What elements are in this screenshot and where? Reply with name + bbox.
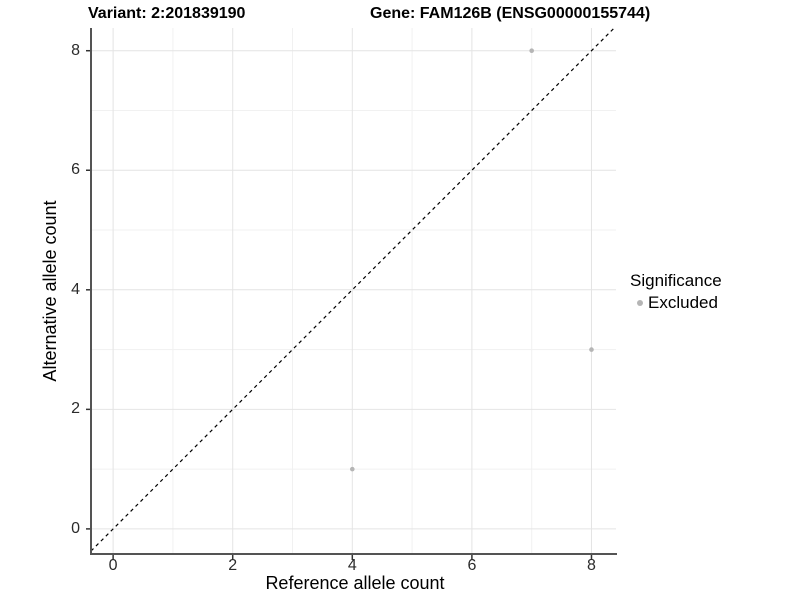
legend-item-label: Excluded <box>648 293 718 312</box>
data-point-excluded <box>589 347 594 352</box>
x-axis-title: Reference allele count <box>265 573 445 593</box>
x-tick-label: 6 <box>467 557 477 574</box>
x-tick-label: 0 <box>108 557 118 574</box>
legend-title: Significance <box>630 271 722 290</box>
legend-item-excluded: Excluded <box>630 293 722 313</box>
y-axis-title: Alternative allele count <box>40 200 60 382</box>
x-tick-label: 2 <box>228 557 238 574</box>
excluded-point-icon <box>637 300 643 306</box>
y-tick-label: 2 <box>71 400 80 418</box>
data-point-excluded <box>529 48 534 54</box>
x-tick-label: 8 <box>587 557 596 574</box>
y-tick-label: 4 <box>71 280 80 298</box>
y-tick-label: 6 <box>71 161 80 179</box>
x-tick-label: 4 <box>347 557 357 574</box>
plot-title-variant: Variant: 2:201839190 <box>88 5 246 22</box>
data-point-excluded <box>350 466 355 472</box>
y-tick-label: 0 <box>71 519 80 537</box>
plot-title-gene: Gene: FAM126B (ENSG00000155744) <box>370 5 651 22</box>
y-tick-label: 8 <box>71 41 80 59</box>
identity-reference-line <box>90 27 615 552</box>
legend: Significance Excluded <box>630 270 722 313</box>
plot-panel <box>86 27 617 560</box>
